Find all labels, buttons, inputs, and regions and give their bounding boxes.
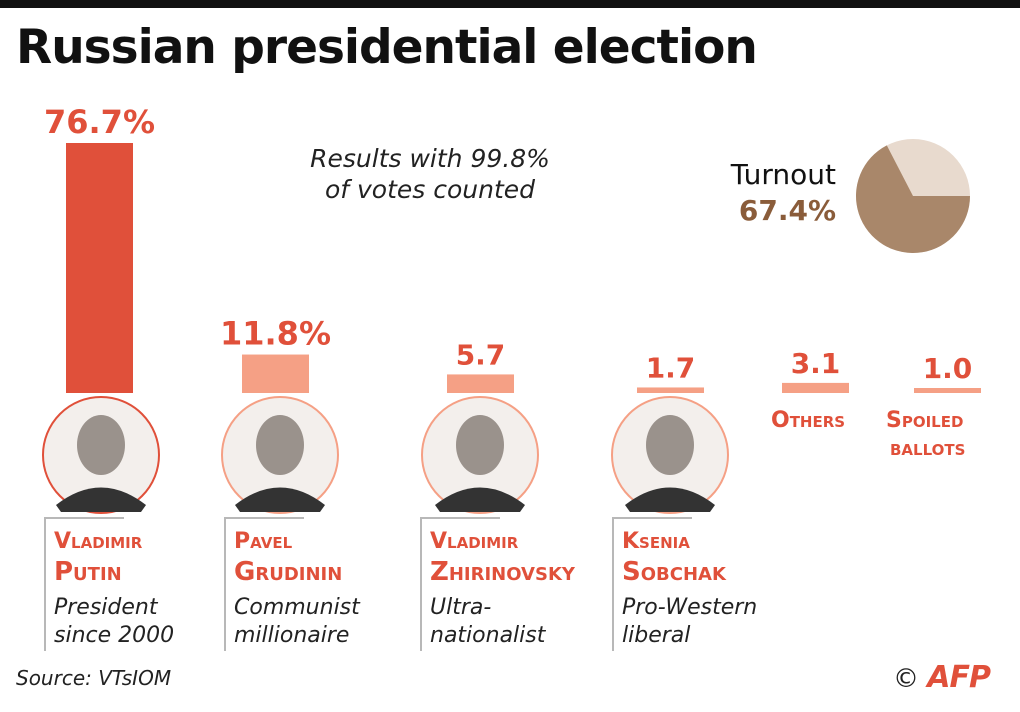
name-box-sobchak bbox=[612, 517, 692, 651]
candidate-desc: Ultra- bbox=[430, 595, 492, 620]
candidate-desc: nationalist bbox=[430, 623, 546, 648]
candidate-desc: Pro-Western bbox=[622, 595, 758, 620]
portrait-face bbox=[456, 415, 504, 475]
candidate-first-name: Vladimir bbox=[430, 529, 519, 554]
portrait-face bbox=[256, 415, 304, 475]
data-label: 76.7% bbox=[44, 103, 155, 141]
subtitle-line-1: Results with 99.8% bbox=[310, 144, 550, 173]
portrait-shoulders bbox=[235, 487, 325, 512]
copyright-symbol: © bbox=[893, 664, 919, 694]
candidate-last-name: Grudinin bbox=[234, 557, 343, 587]
name-box-putin bbox=[44, 517, 124, 651]
data-label: 5.7 bbox=[456, 338, 506, 371]
data-label: 3.1 bbox=[791, 347, 841, 380]
bar bbox=[66, 143, 133, 393]
candidate-desc: President bbox=[54, 595, 158, 620]
turnout-value: 67.4% bbox=[738, 194, 836, 227]
data-label: 1.7 bbox=[646, 351, 696, 384]
portrait-shoulders bbox=[625, 487, 715, 512]
name-box-zhirinovsky bbox=[420, 517, 500, 651]
candidate-desc: since 2000 bbox=[54, 623, 175, 648]
candidate-last-name: Putin bbox=[54, 557, 122, 587]
others-label: Others bbox=[771, 408, 846, 433]
bar bbox=[242, 354, 309, 393]
subtitle: Results with 99.8% of votes counted bbox=[290, 143, 570, 205]
bar bbox=[637, 387, 704, 393]
subtitle-line-2: of votes counted bbox=[324, 175, 536, 204]
bar bbox=[914, 388, 981, 393]
candidate-desc: liberal bbox=[622, 623, 691, 648]
source-note: Source: VTsIOM bbox=[16, 666, 172, 690]
candidate-first-name: Ksenia bbox=[622, 529, 690, 554]
turnout-label: Turnout bbox=[730, 158, 836, 191]
chart-title: Russian presidential election bbox=[16, 20, 758, 75]
portrait-face bbox=[77, 415, 125, 475]
portrait-shoulders bbox=[56, 487, 146, 512]
pie-slice-turnout bbox=[855, 145, 970, 253]
afp-logo-text: AFP bbox=[927, 660, 991, 695]
afp-logo: © AFP bbox=[893, 660, 991, 695]
portrait-face bbox=[646, 415, 694, 475]
bar bbox=[782, 382, 849, 393]
candidate-first-name: Pavel bbox=[234, 529, 293, 554]
candidate-last-name: Zhirinovsky bbox=[430, 557, 575, 587]
spoiled-label: Spoiled bbox=[886, 408, 964, 433]
candidate-desc: millionaire bbox=[234, 623, 350, 648]
data-label: 1.0 bbox=[923, 352, 973, 385]
candidate-desc: Communist bbox=[234, 595, 360, 620]
candidate-last-name: Sobchak bbox=[622, 557, 726, 587]
top-bar bbox=[0, 0, 1020, 8]
name-box-grudinin bbox=[224, 517, 304, 651]
portrait-shoulders bbox=[435, 487, 525, 512]
spoiled-label: ballots bbox=[890, 436, 966, 461]
candidate-first-name: Vladimir bbox=[54, 529, 143, 554]
bar bbox=[447, 374, 514, 393]
data-label: 11.8% bbox=[220, 315, 331, 353]
